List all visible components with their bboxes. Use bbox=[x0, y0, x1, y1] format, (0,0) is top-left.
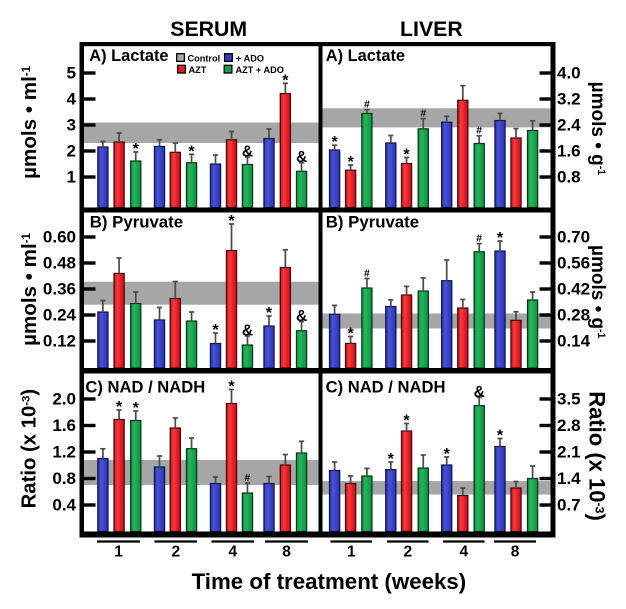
svg-text:3.5: 3.5 bbox=[557, 389, 581, 408]
svg-text:2.0: 2.0 bbox=[52, 389, 76, 408]
svg-text:0.70: 0.70 bbox=[557, 227, 590, 246]
svg-text:4: 4 bbox=[67, 89, 77, 108]
svg-text:*: * bbox=[331, 134, 338, 151]
svg-text:Time of treatment (weeks): Time of treatment (weeks) bbox=[192, 569, 467, 594]
svg-text:*: * bbox=[388, 451, 395, 468]
svg-text:#: # bbox=[476, 126, 482, 137]
svg-text:*: * bbox=[347, 154, 354, 171]
svg-text:A) Lactate: A) Lactate bbox=[326, 47, 405, 65]
svg-text:SERUM: SERUM bbox=[170, 17, 247, 41]
svg-text:&: & bbox=[242, 323, 253, 340]
svg-text:1.6: 1.6 bbox=[557, 141, 581, 160]
svg-text:&: & bbox=[242, 144, 253, 161]
svg-text:0.24: 0.24 bbox=[43, 305, 77, 324]
svg-text:B) Pyruvate: B) Pyruvate bbox=[90, 213, 183, 232]
svg-text:A) Lactate: A) Lactate bbox=[89, 47, 168, 65]
svg-text:µmols • ml-1: µmols • ml-1 bbox=[18, 232, 41, 345]
svg-text:1.6: 1.6 bbox=[52, 416, 76, 435]
svg-text:0.7: 0.7 bbox=[557, 495, 581, 514]
svg-text:2.1: 2.1 bbox=[557, 442, 581, 461]
svg-text:#: # bbox=[420, 108, 426, 119]
svg-text:0.48: 0.48 bbox=[43, 253, 76, 272]
svg-text:3: 3 bbox=[67, 115, 76, 134]
svg-text:*: * bbox=[403, 413, 410, 430]
svg-text:AZT + ADO: AZT + ADO bbox=[236, 65, 284, 75]
svg-text:4.0: 4.0 bbox=[557, 63, 581, 82]
svg-text:&: & bbox=[296, 308, 307, 325]
svg-text:Control: Control bbox=[188, 53, 221, 63]
svg-text:2.4: 2.4 bbox=[557, 115, 581, 134]
svg-text:8: 8 bbox=[282, 544, 291, 561]
svg-text:0.12: 0.12 bbox=[43, 331, 76, 350]
svg-text:*: * bbox=[403, 147, 410, 164]
svg-text:*: * bbox=[347, 326, 354, 343]
svg-text:*: * bbox=[133, 400, 140, 417]
svg-text:2.8: 2.8 bbox=[557, 416, 581, 435]
svg-text:0.42: 0.42 bbox=[557, 279, 590, 298]
svg-text:*: * bbox=[444, 446, 451, 463]
svg-text:*: * bbox=[282, 72, 289, 89]
svg-text:C) NAD / NADH: C) NAD / NADH bbox=[85, 378, 205, 397]
svg-text:Ratio (x 10-3): Ratio (x 10-3) bbox=[585, 391, 610, 521]
svg-text:*: * bbox=[133, 141, 140, 158]
svg-text:*: * bbox=[266, 305, 273, 322]
svg-text:0.4: 0.4 bbox=[52, 495, 76, 514]
svg-text:1: 1 bbox=[347, 544, 356, 561]
svg-text:µmols • g-1: µmols • g-1 bbox=[587, 245, 608, 339]
svg-text:0.14: 0.14 bbox=[557, 331, 591, 350]
svg-text:*: * bbox=[497, 428, 504, 445]
svg-text:2: 2 bbox=[67, 141, 76, 160]
svg-text:µmols • ml-1: µmols • ml-1 bbox=[18, 65, 41, 178]
svg-text:*: * bbox=[212, 322, 219, 339]
svg-text:#: # bbox=[476, 233, 482, 244]
svg-text:0.28: 0.28 bbox=[557, 305, 590, 324]
svg-text:AZT: AZT bbox=[189, 65, 207, 75]
svg-text:0.8: 0.8 bbox=[557, 167, 581, 186]
svg-text:3.2: 3.2 bbox=[557, 89, 581, 108]
svg-text:4: 4 bbox=[228, 544, 237, 561]
svg-text:*: * bbox=[116, 399, 123, 416]
svg-text:#: # bbox=[364, 268, 370, 279]
svg-text:+ ADO: + ADO bbox=[236, 53, 264, 63]
svg-text:B) Pyruvate: B) Pyruvate bbox=[326, 213, 419, 232]
svg-text:&: & bbox=[296, 149, 307, 166]
svg-text:4: 4 bbox=[459, 544, 468, 561]
svg-text:*: * bbox=[228, 213, 235, 230]
svg-text:1.2: 1.2 bbox=[52, 442, 76, 461]
svg-text:1: 1 bbox=[67, 167, 76, 186]
svg-text:LIVER: LIVER bbox=[400, 17, 463, 41]
svg-text:#: # bbox=[364, 99, 370, 110]
svg-text:*: * bbox=[497, 230, 504, 247]
svg-text:*: * bbox=[188, 143, 195, 160]
svg-text:0.36: 0.36 bbox=[43, 279, 76, 298]
svg-text:C) NAD / NADH: C) NAD / NADH bbox=[326, 378, 446, 397]
svg-text:2: 2 bbox=[171, 544, 180, 561]
svg-text:2: 2 bbox=[403, 544, 412, 561]
svg-text:8: 8 bbox=[511, 544, 520, 561]
svg-text:0.8: 0.8 bbox=[52, 469, 76, 488]
svg-text:#: # bbox=[245, 473, 251, 484]
svg-text:0.56: 0.56 bbox=[557, 253, 590, 272]
svg-text:1.4: 1.4 bbox=[557, 469, 581, 488]
svg-text:5: 5 bbox=[67, 63, 76, 82]
svg-text:0.60: 0.60 bbox=[43, 227, 76, 246]
svg-text:µmols • g-1: µmols • g-1 bbox=[587, 82, 608, 176]
svg-text:Ratio (x 10-3): Ratio (x 10-3) bbox=[19, 389, 41, 508]
svg-text:&: & bbox=[474, 384, 485, 401]
svg-text:*: * bbox=[228, 379, 235, 396]
svg-text:1: 1 bbox=[114, 544, 123, 561]
